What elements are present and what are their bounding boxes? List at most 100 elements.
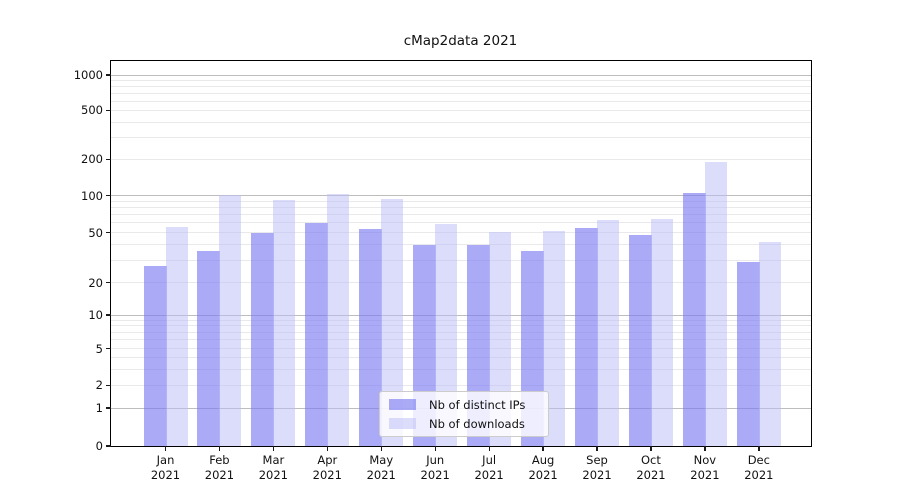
- legend-item-downloads: Nb of downloads: [389, 417, 539, 431]
- legend-item-distinct-ips: Nb of distinct IPs: [389, 398, 539, 412]
- bar-downloads: [597, 220, 620, 446]
- y-gridline-minor: [111, 158, 811, 160]
- x-tick: [704, 446, 706, 451]
- x-tick-label: Aug 2021: [528, 453, 558, 482]
- bar-downloads: [273, 199, 296, 446]
- x-tick: [758, 446, 760, 451]
- y-tick: [106, 445, 111, 447]
- x-tick-label: Sep 2021: [582, 453, 612, 482]
- y-tick: [106, 74, 111, 76]
- y-gridline-minor: [111, 260, 811, 262]
- y-tick-label: 0: [95, 439, 103, 453]
- y-tick-label: 1: [95, 401, 103, 415]
- bar-distinct-ips: [143, 266, 167, 446]
- x-tick-label: May 2021: [366, 453, 396, 482]
- x-tick-label: Jun 2021: [420, 453, 450, 482]
- y-tick-label: 100: [81, 188, 103, 203]
- y-gridline-minor: [111, 92, 811, 94]
- y-gridline-minor: [111, 348, 811, 350]
- x-tick: [596, 446, 598, 451]
- x-tick: [326, 446, 329, 451]
- x-tick: [380, 446, 382, 451]
- x-tick: [218, 446, 221, 451]
- y-tick: [106, 109, 111, 111]
- y-gridline-minor: [111, 368, 811, 370]
- y-gridline-minor: [111, 100, 811, 102]
- x-tick-label: Mar 2021: [258, 453, 289, 482]
- x-tick: [164, 446, 167, 451]
- x-tick: [272, 446, 275, 451]
- bar-downloads: [650, 219, 673, 446]
- y-tick: [106, 348, 111, 350]
- x-tick-label: Jul 2021: [474, 453, 504, 482]
- y-gridline-major: [111, 195, 811, 196]
- y-gridline-minor: [111, 384, 811, 386]
- y-tick: [106, 232, 111, 234]
- y-tick-label: 1000: [73, 68, 103, 82]
- bar-downloads: [758, 242, 781, 446]
- y-gridline-minor: [111, 109, 811, 111]
- y-gridline-minor: [111, 206, 811, 208]
- x-tick: [542, 446, 544, 451]
- bar-downloads: [219, 194, 242, 446]
- y-gridline-minor: [111, 325, 811, 327]
- y-tick: [106, 194, 111, 197]
- x-tick-label: Oct 2021: [636, 453, 666, 482]
- y-tick: [106, 407, 111, 409]
- y-tick-label: 200: [81, 152, 103, 167]
- y-gridline-minor: [111, 222, 811, 224]
- bar-distinct-ips: [197, 250, 221, 446]
- bar-distinct-ips: [251, 232, 275, 446]
- x-tick-label: Feb 2021: [204, 453, 235, 482]
- bar-distinct-ips: [359, 228, 383, 446]
- x-tick-label: Jan 2021: [150, 453, 181, 482]
- y-tick-label: 500: [81, 103, 103, 118]
- legend: Nb of distinct IPs Nb of downloads: [379, 391, 549, 437]
- bar-downloads: [704, 161, 727, 446]
- bar-distinct-ips: [575, 227, 599, 446]
- y-gridline-minor: [111, 331, 811, 333]
- y-tick-label: 5: [95, 341, 103, 356]
- bar-downloads: [435, 223, 458, 446]
- legend-label-downloads: Nb of downloads: [429, 416, 525, 431]
- y-tick: [106, 158, 111, 160]
- y-gridline-minor: [111, 282, 811, 284]
- bar-downloads: [327, 194, 350, 446]
- y-tick-label: 20: [88, 275, 103, 290]
- bar-downloads: [165, 226, 188, 446]
- y-gridline-minor: [111, 200, 811, 202]
- y-gridline-minor: [111, 137, 811, 139]
- y-gridline-minor: [111, 244, 811, 246]
- y-gridline-minor: [111, 232, 811, 234]
- x-tick-label: Apr 2021: [312, 453, 342, 482]
- y-gridline-major: [111, 74, 811, 76]
- y-tick-label: 50: [88, 225, 103, 240]
- x-tick-label: Dec 2021: [744, 453, 774, 482]
- y-tick-label: 2: [95, 378, 103, 393]
- bar-distinct-ips: [305, 222, 329, 446]
- y-tick: [106, 384, 111, 386]
- y-gridline-minor: [111, 214, 811, 216]
- bar-distinct-ips: [628, 234, 652, 446]
- y-tick: [106, 314, 111, 316]
- y-tick: [106, 282, 111, 284]
- y-gridline-minor: [111, 85, 811, 87]
- x-tick: [434, 446, 436, 451]
- x-tick: [650, 446, 652, 451]
- x-tick: [488, 446, 490, 451]
- plot-area: Nb of distinct IPs Nb of downloads 0 1 2 5 1…: [74, 60, 812, 482]
- legend-swatch-distinct-ips: [389, 399, 416, 410]
- y-gridline-minor: [111, 357, 811, 359]
- legend-label-distinct-ips: Nb of distinct IPs: [429, 397, 526, 412]
- bar-downloads: [381, 199, 404, 446]
- bar-distinct-ips: [736, 262, 760, 446]
- legend-swatch-downloads: [389, 418, 416, 429]
- x-tick-label: Nov 2021: [690, 453, 720, 482]
- y-tick-label: 10: [88, 308, 103, 322]
- chart-title: cMap2data 2021: [403, 33, 518, 49]
- y-gridline-minor: [111, 319, 811, 321]
- y-gridline-minor: [111, 79, 811, 81]
- y-gridline-major: [111, 314, 811, 316]
- y-gridline-minor: [111, 339, 811, 341]
